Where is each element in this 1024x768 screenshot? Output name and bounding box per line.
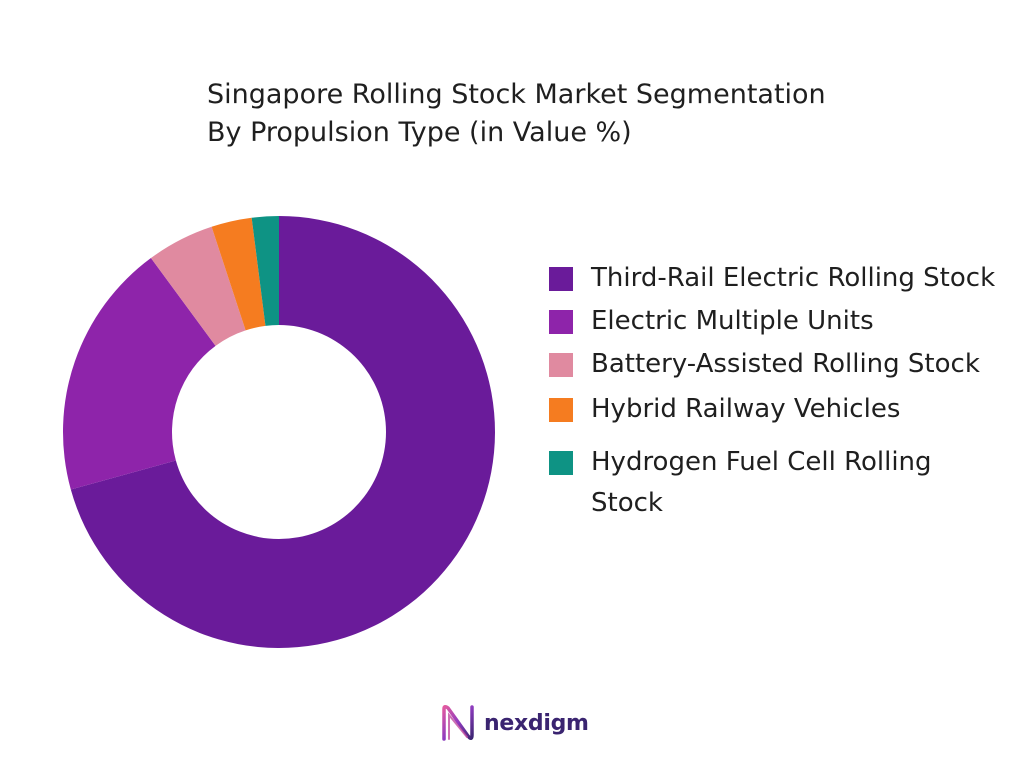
legend-swatch [549,398,573,422]
logo-text: nexdigm [484,710,589,736]
legend-swatch [549,267,573,291]
legend-label: Hybrid Railway Vehicles [591,394,901,424]
legend-item: Hydrogen Fuel Cell Rolling Stock [549,442,1009,524]
legend-label: Hydrogen Fuel Cell Rolling Stock [591,447,932,518]
donut-slice [150,226,246,346]
nexdigm-logo-icon [442,704,474,741]
legend-label: Battery-Assisted Rolling Stock [591,349,980,379]
donut-slice [211,217,266,331]
chart-legend: Third-Rail Electric Rolling Stock Electr… [549,258,1009,524]
legend-swatch [549,451,573,475]
brand-logo: nexdigm [440,703,589,743]
legend-label: Electric Multiple Units [591,306,874,336]
chart-title-line-2: By Propulsion Type (in Value %) [207,117,632,148]
legend-label: Third-Rail Electric Rolling Stock [591,263,996,293]
chart-title: Singapore Rolling Stock Market Segmentat… [207,76,967,152]
donut-slices [63,216,495,648]
legend-item: Hybrid Railway Vehicles [549,389,1009,430]
legend-item: Third-Rail Electric Rolling Stock [549,258,1009,299]
legend-swatch [549,353,573,377]
donut-slice [63,258,216,490]
donut-slice [70,216,495,648]
donut-slice [251,216,279,326]
legend-item: Electric Multiple Units [549,301,1009,342]
legend-swatch [549,310,573,334]
legend-item: Battery-Assisted Rolling Stock [549,344,1009,385]
chart-title-line-1: Singapore Rolling Stock Market Segmentat… [207,79,826,110]
